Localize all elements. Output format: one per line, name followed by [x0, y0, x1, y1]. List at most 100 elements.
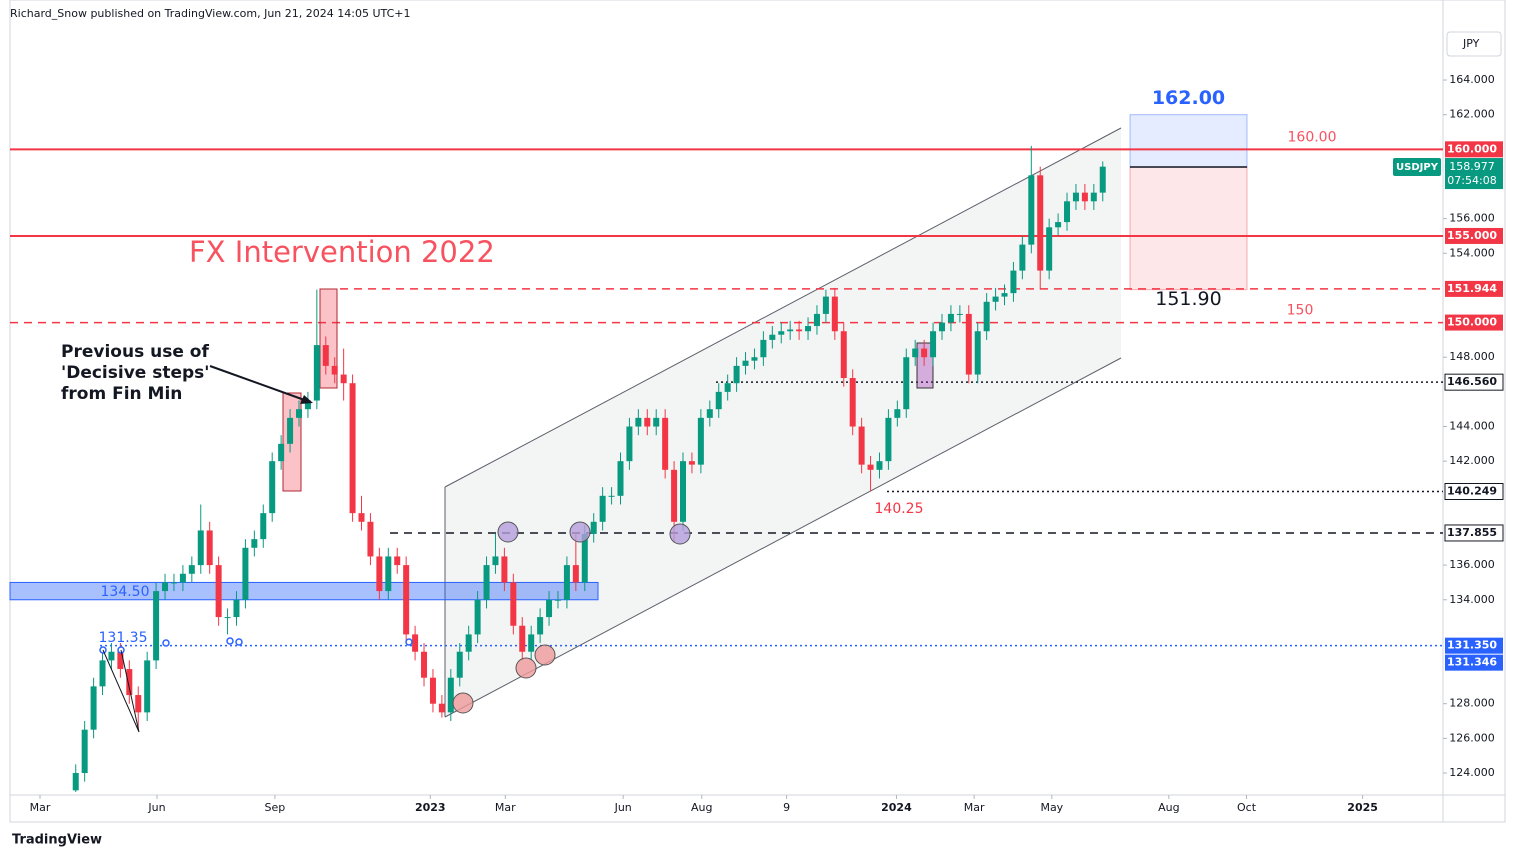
candle-body	[394, 556, 401, 566]
candle-body	[233, 599, 240, 618]
stop-zone	[1129, 166, 1248, 291]
candle-body	[438, 703, 445, 713]
candle-body	[572, 565, 579, 583]
candle-body	[331, 365, 338, 375]
candle-body	[974, 331, 981, 375]
y-tick-label: 164.000	[1449, 73, 1495, 86]
candle-body	[1028, 175, 1035, 245]
footer-logo: TradingView	[12, 833, 102, 848]
candle-body	[519, 625, 526, 652]
level-tag	[1444, 524, 1504, 542]
y-tick-label: 142.000	[1449, 454, 1495, 467]
y-tick-label: 136.000	[1449, 558, 1495, 571]
candle-body	[778, 331, 785, 335]
candle-body	[903, 357, 910, 410]
candle-body	[965, 313, 972, 375]
candle-body	[1019, 244, 1026, 271]
candle-body	[787, 329, 794, 332]
candle-body	[162, 582, 169, 592]
candle-body	[528, 634, 535, 652]
candle-body	[510, 582, 517, 626]
level-label: 160.000	[1447, 142, 1497, 155]
candle-body	[492, 556, 499, 566]
y-tick-label: 154.000	[1449, 246, 1495, 259]
candle-body	[947, 313, 954, 323]
marker	[515, 657, 537, 679]
touch-points	[99, 637, 413, 654]
annotation: Previous use of	[61, 342, 209, 362]
candle-body	[144, 660, 151, 713]
price-tag	[1445, 158, 1503, 190]
level-label: 137.855	[1447, 526, 1497, 539]
candle-body	[894, 409, 901, 418]
x-tick-label: 2024	[881, 801, 912, 814]
y-tick-label: 162.000	[1449, 108, 1495, 121]
x-tick-label: 2025	[1347, 801, 1378, 814]
annotation: from Fin Min	[61, 384, 182, 404]
candle-body	[742, 360, 749, 366]
candle-body	[224, 617, 231, 619]
candle-body	[1081, 192, 1088, 202]
axes: 124.000 126.000 128.000 134.000 136.000 142.0…	[30, 73, 1504, 814]
candle-body	[260, 513, 267, 540]
symbol-tag	[1393, 158, 1441, 177]
candle-body	[1055, 222, 1062, 228]
candle-body	[938, 322, 945, 332]
x-tick-label: Mar	[964, 801, 985, 814]
candle-body	[751, 357, 758, 361]
arrow-head	[300, 395, 313, 404]
level-tag	[1445, 654, 1503, 671]
marker	[497, 521, 519, 543]
candle-body	[1010, 270, 1017, 294]
candle-body	[546, 599, 553, 618]
candle-body	[840, 331, 847, 379]
candle-body	[287, 417, 294, 444]
level-tag	[1445, 141, 1503, 158]
y-tick-label: 156.000	[1449, 212, 1495, 225]
candle-body	[805, 326, 812, 332]
candle-body	[956, 313, 963, 315]
touch	[235, 638, 243, 646]
pattern-line	[102, 649, 140, 733]
x-tick-label: Mar	[30, 801, 51, 814]
markers	[497, 521, 691, 545]
currency-box[interactable]	[1446, 31, 1502, 57]
candle-body	[501, 556, 508, 583]
candle-body	[412, 634, 419, 652]
candle-body	[117, 651, 124, 670]
candle-body	[278, 443, 285, 462]
candle-body	[983, 301, 990, 332]
last-price: 158.977	[1449, 160, 1495, 173]
candle-body	[1064, 201, 1071, 223]
candle-body	[90, 686, 97, 730]
level-label: 146.560	[1447, 375, 1497, 388]
frame	[9, 0, 1506, 823]
candle-body	[188, 565, 195, 574]
candle-body	[429, 677, 436, 704]
currency: JPY	[1462, 37, 1480, 50]
candle-body	[706, 409, 713, 418]
candle-body	[715, 391, 722, 410]
candle-body	[796, 329, 803, 332]
candle-body	[626, 426, 633, 462]
candle-body	[215, 565, 222, 618]
candle-body	[367, 521, 374, 557]
level-tag	[1445, 280, 1503, 297]
candle-body	[456, 651, 463, 678]
candle-body	[313, 345, 320, 401]
candle-body	[867, 464, 874, 470]
candle-body	[295, 409, 302, 418]
candle-body	[1037, 175, 1044, 271]
candle-body	[563, 565, 570, 600]
marker	[669, 523, 691, 545]
candle-body	[930, 331, 937, 358]
candle-body	[912, 348, 919, 358]
annotation: 'Decisive steps'	[61, 363, 210, 383]
channel-line	[444, 127, 1122, 488]
candle-body	[1046, 227, 1053, 271]
candle-body	[179, 573, 186, 583]
y-tick-label: 124.000	[1449, 766, 1495, 779]
candle-body	[697, 417, 704, 465]
level-note: 160.00	[1288, 129, 1337, 145]
